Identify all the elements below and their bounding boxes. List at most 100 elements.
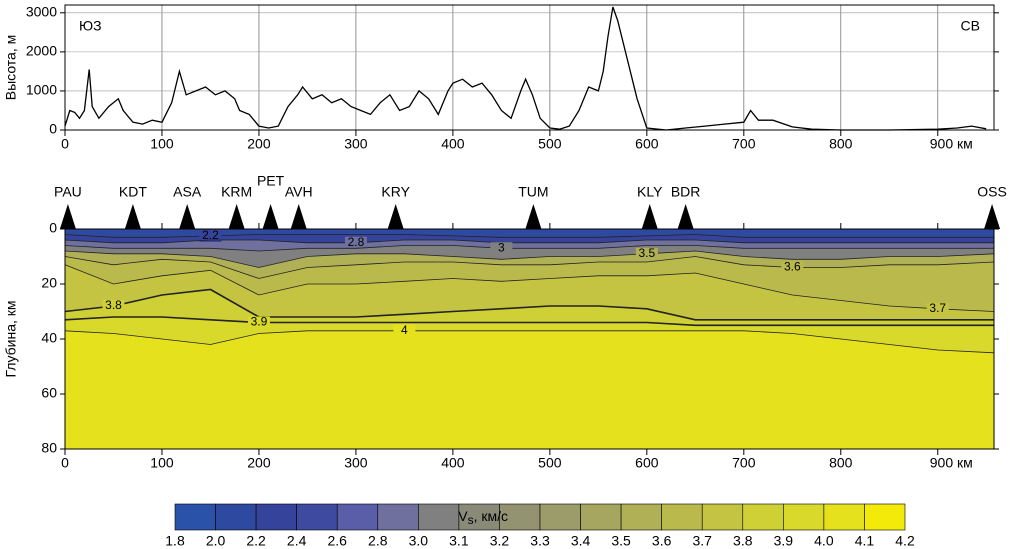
contour-label-bg — [102, 300, 125, 312]
station-label: PAU — [54, 184, 82, 200]
x-tick-label: 400 — [441, 455, 465, 471]
contour-label: 2.8 — [348, 235, 365, 249]
contour-label-bg — [199, 229, 222, 242]
colorbar-tick-label: 3.7 — [692, 533, 712, 549]
y-axis-label: Глубина, км — [3, 300, 19, 377]
colorbar-label: Vs, км/с — [458, 508, 508, 527]
x-tick-label: 300 — [344, 136, 368, 152]
x-tick-label: 500 — [538, 136, 562, 152]
velocity-band — [65, 264, 994, 320]
velocity-band — [65, 229, 994, 238]
colorbar-swatch — [377, 503, 419, 531]
contour-label-bg — [781, 261, 804, 274]
contour-line — [64, 250, 995, 268]
x-tick-label: 200 — [247, 455, 271, 471]
velocity-band — [65, 330, 994, 449]
contour-label-bg — [926, 302, 949, 315]
colorbar-swatch — [174, 503, 216, 531]
station-label: ASA — [173, 184, 202, 200]
x-tick-label: 0 — [61, 455, 69, 471]
station-marker — [124, 204, 141, 229]
colorbar-swatch — [701, 503, 744, 531]
colorbar-tick-label: 3.9 — [774, 533, 794, 549]
x-tick-label: 100 — [150, 136, 174, 152]
station-marker — [984, 204, 1001, 229]
station-marker — [262, 204, 279, 229]
colorbar-swatch — [742, 503, 784, 531]
colorbar-tick-label: 3.4 — [571, 533, 591, 549]
colorbar-tick-label: 2.0 — [206, 533, 226, 549]
colorbar-swatch — [255, 503, 297, 531]
station-label: KDT — [119, 184, 147, 200]
station-label: KLY — [637, 184, 663, 200]
station-label: TUM — [518, 184, 548, 200]
colorbar-tick-label: 1.8 — [165, 533, 185, 549]
x-tick-label: 400 — [441, 136, 465, 152]
colorbar-swatch — [215, 503, 257, 531]
contour-line — [64, 256, 995, 279]
x-tick-label: 100 — [150, 455, 174, 471]
colorbar-label-sub: s — [468, 513, 474, 527]
elevation-line — [64, 6, 987, 131]
station-label: AVH — [285, 184, 313, 200]
velocity-band — [65, 245, 994, 268]
contour-label-bg — [393, 324, 416, 337]
x-tick-label: 200 — [247, 136, 271, 152]
colorbar-swatch — [418, 503, 460, 531]
velocity-band — [65, 234, 994, 243]
contour-label: 4 — [401, 323, 408, 337]
colorbar-tick-label: 4.0 — [814, 533, 834, 549]
y-tick-label: 1000 — [26, 82, 57, 98]
plot-frame — [64, 4, 995, 131]
contour-line — [64, 288, 994, 321]
y-tick-label: 0 — [49, 220, 57, 236]
colorbar-tick-label: 3.2 — [490, 533, 510, 549]
colorbar-tick-label: 2.8 — [368, 533, 388, 549]
colorbar-swatch — [580, 503, 622, 531]
x-tick-label: 300 — [344, 455, 368, 471]
station-marker — [179, 204, 196, 229]
station-marker — [641, 204, 658, 229]
station-marker — [387, 204, 404, 229]
station-marker — [59, 204, 76, 229]
station-label: KRY — [381, 184, 410, 200]
contour-label: 3.5 — [638, 246, 655, 260]
colorbar-swatch — [539, 503, 581, 531]
contour-label: 3.6 — [784, 260, 801, 274]
contour-label: 2.2 — [202, 228, 219, 242]
x-tick-label: 800 — [829, 455, 853, 471]
colorbar-label-unit: , км/с — [474, 508, 508, 524]
contour-label: 3.8 — [105, 298, 122, 312]
contour-label: 3.9 — [251, 315, 268, 329]
y-tick-label: 3000 — [26, 4, 57, 20]
contour-label-bg — [490, 242, 513, 255]
colorbar-swatch — [620, 503, 662, 531]
velocity-band — [65, 256, 994, 312]
colorbar-swatch — [499, 503, 541, 531]
station-label: OSS — [977, 184, 1007, 200]
station-marker — [228, 204, 245, 229]
colorbar-tick-label: 3.8 — [733, 533, 753, 549]
station-marker — [677, 204, 694, 229]
colorbar-tick-label: 3.1 — [449, 533, 469, 549]
x-tick-label: 600 — [635, 136, 659, 152]
x-tick-label: 900 км — [930, 136, 973, 152]
colorbar-tick-label: 2.2 — [246, 533, 266, 549]
y-tick-label: 20 — [41, 275, 57, 291]
contour-label: 3.7 — [929, 301, 946, 315]
colorbar-swatch — [783, 503, 825, 531]
colorbar-tick-label: 3.6 — [652, 533, 672, 549]
colorbar-tick-label: 3.3 — [530, 533, 550, 549]
annotation: СВ — [961, 18, 980, 34]
x-tick-label: 0 — [61, 136, 69, 152]
station-marker — [290, 204, 307, 229]
y-tick-label: 60 — [41, 385, 57, 401]
contour-label-bg — [344, 236, 367, 249]
x-tick-label: 600 — [635, 455, 659, 471]
contour-line — [64, 316, 994, 327]
colorbar-tick-label: 2.6 — [327, 533, 347, 549]
colorbar-swatch — [458, 503, 500, 531]
colorbar-tick-label: 4.2 — [895, 533, 915, 549]
x-tick-label: 700 — [732, 136, 756, 152]
colorbar-swatch — [823, 503, 865, 531]
